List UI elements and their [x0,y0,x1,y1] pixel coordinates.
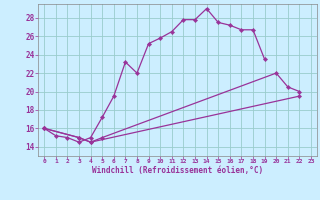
X-axis label: Windchill (Refroidissement éolien,°C): Windchill (Refroidissement éolien,°C) [92,166,263,175]
